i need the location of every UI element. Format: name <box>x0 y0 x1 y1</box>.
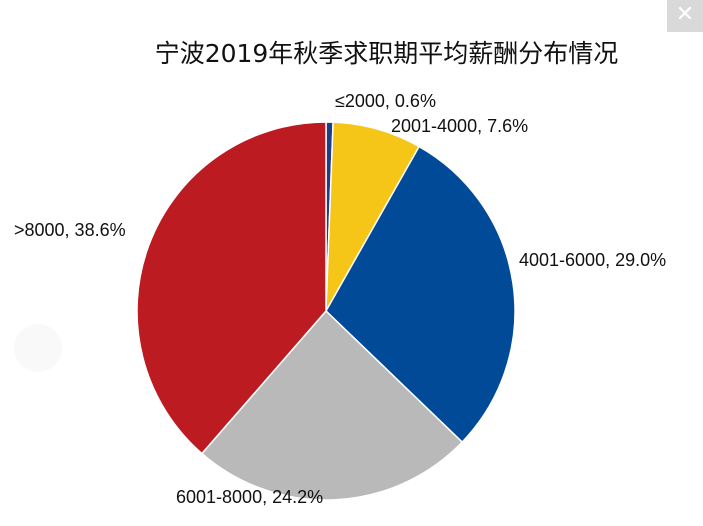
slice-label-2: 4001-6000, 29.0% <box>519 250 666 270</box>
slice-label-4: >8000, 38.6% <box>14 220 126 240</box>
close-button[interactable]: ✕ <box>667 0 703 32</box>
slice-label-1: 2001-4000, 7.6% <box>391 116 528 136</box>
pie-slice-2 <box>325 145 516 444</box>
slice-label-0: ≤2000, 0.6% <box>335 91 436 111</box>
slice-label-3: 6001-8000, 24.2% <box>176 487 323 507</box>
pie-slice-3 <box>200 309 464 501</box>
close-icon: ✕ <box>675 2 695 27</box>
chart-title: 宁波2019年秋季求职期平均薪酬分布情况 <box>154 39 619 68</box>
pie-slice-4 <box>136 121 327 455</box>
watermark-logo <box>14 324 62 372</box>
